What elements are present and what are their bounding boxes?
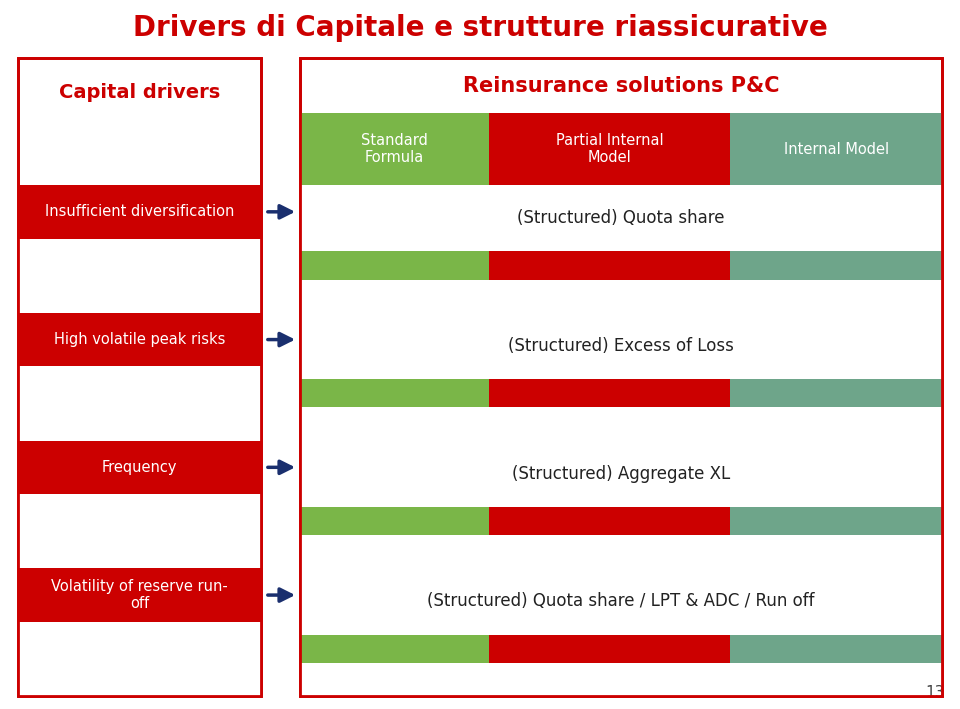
Bar — [490, 507, 731, 535]
Bar — [18, 568, 261, 622]
Text: (Structured) Quota share: (Structured) Quota share — [517, 209, 725, 227]
Text: Reinsurance solutions P&C: Reinsurance solutions P&C — [463, 75, 780, 96]
Bar — [300, 58, 942, 696]
Bar — [300, 313, 942, 379]
Bar — [300, 58, 942, 696]
Text: (Structured) Excess of Loss: (Structured) Excess of Loss — [508, 337, 734, 355]
Bar — [300, 379, 490, 407]
Bar — [731, 113, 942, 185]
Bar — [18, 239, 261, 313]
Bar — [490, 635, 731, 663]
Text: (Structured) Aggregate XL: (Structured) Aggregate XL — [512, 464, 731, 483]
Text: Insufficient diversification: Insufficient diversification — [45, 204, 234, 219]
Text: Drivers di Capitale e strutture riassicurative: Drivers di Capitale e strutture riassicu… — [132, 14, 828, 42]
Text: Capital drivers: Capital drivers — [59, 84, 220, 103]
Bar — [18, 367, 261, 440]
Bar — [300, 568, 942, 635]
Text: Frequency: Frequency — [102, 460, 178, 475]
Bar — [18, 440, 261, 494]
Text: 13: 13 — [925, 685, 945, 700]
Bar — [300, 185, 942, 252]
Bar — [731, 507, 942, 535]
Bar — [18, 58, 261, 696]
Bar — [300, 535, 942, 568]
Text: Volatility of reserve run-
off: Volatility of reserve run- off — [51, 579, 228, 611]
Text: Standard
Formula: Standard Formula — [361, 133, 428, 165]
Bar — [18, 313, 261, 367]
Bar — [731, 635, 942, 663]
Bar — [18, 494, 261, 568]
Bar — [18, 185, 261, 239]
Bar — [300, 635, 490, 663]
Bar — [490, 252, 731, 279]
Text: Internal Model: Internal Model — [783, 142, 889, 157]
Bar — [300, 113, 490, 185]
Bar — [731, 252, 942, 279]
Bar — [731, 379, 942, 407]
Bar — [300, 507, 490, 535]
Bar — [490, 113, 731, 185]
Text: (Structured) Quota share / LPT & ADC / Run off: (Structured) Quota share / LPT & ADC / R… — [427, 593, 815, 610]
Bar — [300, 279, 942, 313]
Bar — [300, 407, 942, 440]
Text: High volatile peak risks: High volatile peak risks — [54, 332, 226, 347]
Bar — [18, 622, 261, 696]
Bar — [18, 58, 261, 696]
Text: Partial Internal
Model: Partial Internal Model — [556, 133, 663, 165]
Bar — [300, 440, 942, 507]
Bar — [300, 663, 942, 696]
Bar — [300, 252, 490, 279]
Bar — [490, 379, 731, 407]
